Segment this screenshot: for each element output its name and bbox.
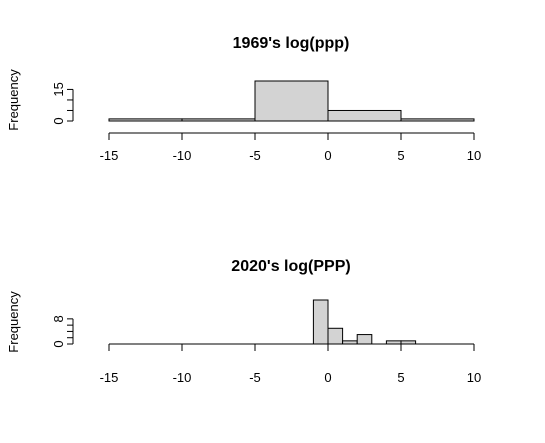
x-axis-1969: -15 -10 -5 0 5 10 [100, 132, 481, 163]
x-tick-label-1969-3: 0 [324, 148, 331, 163]
histogram-bar-1969-4 [400, 118, 475, 122]
x-tick-label-1969-5: 10 [467, 148, 481, 163]
x-tick-label-2020-2: -5 [249, 370, 261, 385]
bars-2020 [312, 299, 417, 345]
histogram-bar-2020-3 [356, 334, 373, 345]
x-tick-label-2020-0: -15 [100, 370, 119, 385]
y-tick-label-1969-0: 0 [51, 117, 66, 124]
y-tick-label-2020-1: 8 [51, 315, 66, 322]
y-axis-2020: 08 [51, 315, 74, 348]
x-tick-label-2020-3: 0 [324, 370, 331, 385]
y-tick-label-2020-0: 0 [51, 340, 66, 347]
histogram-bar-1969-2 [254, 80, 329, 122]
histogram-bar-2020-1 [327, 327, 344, 345]
chart-title-2020: 2020's log(PPP) [231, 258, 350, 275]
histogram-bar-1969-0 [108, 118, 183, 122]
x-tick-label-1969-1: -10 [173, 148, 192, 163]
histogram-panel-1969: 1969's log(ppp) Frequency -15 -10 -5 0 5 10 0… [6, 35, 481, 163]
x-tick-label-2020-1: -10 [173, 370, 192, 385]
histogram-bar-1969-3 [327, 109, 402, 122]
histogram-bar-2020-0 [312, 299, 329, 345]
chart-title-1969: 1969's log(ppp) [233, 35, 350, 52]
y-tick-label-1969-1: 15 [51, 82, 66, 96]
x-tick-label-1969-4: 5 [397, 148, 404, 163]
bars-1969 [108, 80, 475, 122]
x-axis-2020: -15 -10 -5 0 5 10 [100, 343, 481, 385]
y-axis-1969: 0 15 [51, 82, 74, 125]
histogram-panel-2020: 2020's log(PPP) Frequency -15 -10 -5 0 5 10 0… [6, 258, 481, 385]
x-tick-label-2020-5: 10 [467, 370, 481, 385]
histogram-bar-1969-1 [181, 118, 256, 122]
y-axis-label-2020: Frequency [6, 291, 21, 353]
x-tick-label-2020-4: 5 [397, 370, 404, 385]
x-tick-label-1969-2: -5 [249, 148, 261, 163]
x-tick-label-1969-0: -15 [100, 148, 119, 163]
y-axis-label-1969: Frequency [6, 69, 21, 131]
